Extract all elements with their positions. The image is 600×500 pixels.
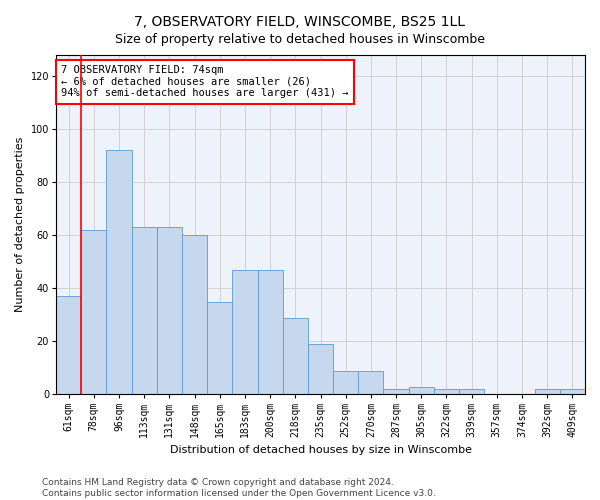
Text: Contains HM Land Registry data © Crown copyright and database right 2024.
Contai: Contains HM Land Registry data © Crown c… bbox=[42, 478, 436, 498]
Y-axis label: Number of detached properties: Number of detached properties bbox=[15, 137, 25, 312]
Bar bbox=[56, 296, 81, 394]
Bar bbox=[409, 386, 434, 394]
Bar bbox=[232, 270, 257, 394]
Text: 7 OBSERVATORY FIELD: 74sqm
← 6% of detached houses are smaller (26)
94% of semi-: 7 OBSERVATORY FIELD: 74sqm ← 6% of detac… bbox=[61, 65, 349, 98]
Bar bbox=[81, 230, 106, 394]
Bar bbox=[182, 236, 207, 394]
Bar bbox=[131, 228, 157, 394]
Bar bbox=[207, 302, 232, 394]
Text: 7, OBSERVATORY FIELD, WINSCOMBE, BS25 1LL: 7, OBSERVATORY FIELD, WINSCOMBE, BS25 1L… bbox=[134, 15, 466, 29]
Bar bbox=[308, 344, 333, 395]
Bar bbox=[560, 389, 585, 394]
Bar bbox=[157, 228, 182, 394]
Bar bbox=[434, 389, 459, 394]
Bar bbox=[535, 389, 560, 394]
Bar bbox=[358, 370, 383, 394]
Text: Size of property relative to detached houses in Winscombe: Size of property relative to detached ho… bbox=[115, 32, 485, 46]
Bar bbox=[283, 318, 308, 394]
Bar bbox=[383, 389, 409, 394]
Bar bbox=[459, 389, 484, 394]
Bar bbox=[257, 270, 283, 394]
Bar bbox=[333, 370, 358, 394]
X-axis label: Distribution of detached houses by size in Winscombe: Distribution of detached houses by size … bbox=[170, 445, 472, 455]
Bar bbox=[106, 150, 131, 394]
